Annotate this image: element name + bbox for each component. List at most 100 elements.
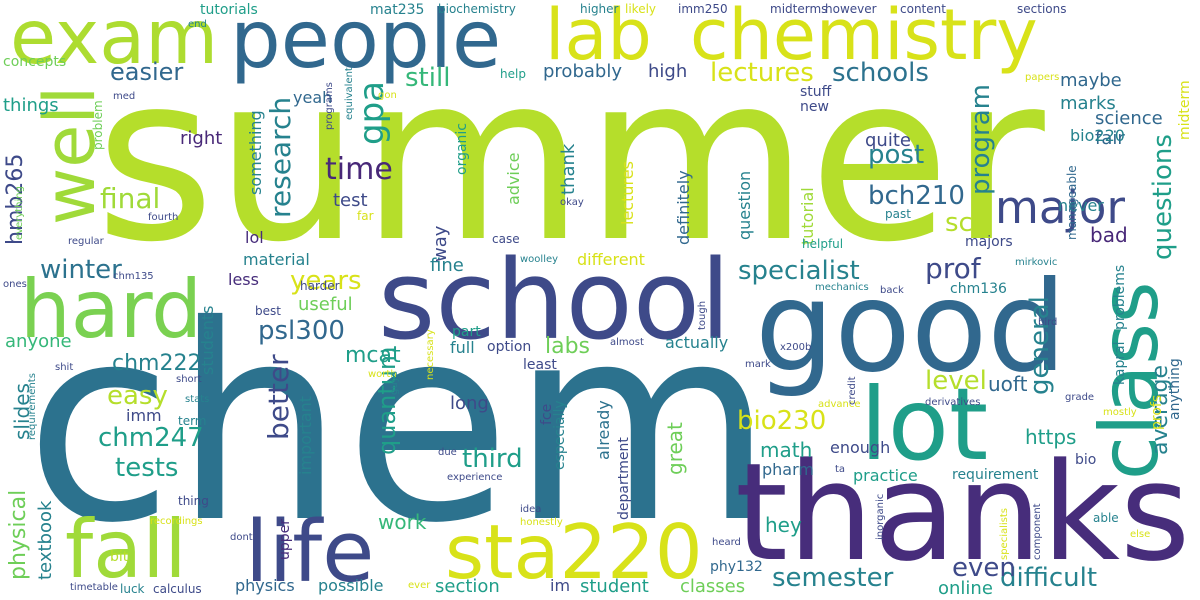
word-mechanics: mechanics [815,282,869,293]
word-better: better [262,354,295,440]
word-high: high [648,61,688,82]
word-online: online [938,578,993,599]
word-less: less [228,270,259,289]
word-chm247: chm247 [98,423,204,453]
word-long: long [450,393,489,414]
word-requirement: requirement [952,467,1039,483]
word-concepts: concepts [3,54,67,70]
word-marks: marks [1060,93,1116,114]
word-life: life [245,503,375,600]
word-specialists: specialists [999,507,1010,560]
word-section: section [435,576,500,597]
word-never: never [1058,196,1104,215]
word-uoft: uoft [988,372,1028,396]
word-questions: questions [1148,134,1178,260]
word-different: different [577,250,645,269]
word-https: https [1025,425,1077,449]
word-exam: exam [10,0,219,81]
word-timetable: timetable [70,582,118,593]
word-still: still [405,63,451,93]
word-easier: easier [110,58,184,86]
word-physics: physics [235,576,295,595]
word-past: past [885,207,911,221]
word-major: major [995,181,1125,234]
word-full: full [450,338,475,357]
word-semester: semester [772,563,894,593]
word-fourth: fourth [148,212,179,223]
word-far: far [357,209,374,223]
word-part: part [452,324,481,340]
word-important: important [296,395,315,475]
word-x200b: x200b [780,342,812,353]
word-maybe: maybe [1060,70,1122,91]
word-program: program [966,84,996,195]
word-heard: heard [712,537,741,548]
word-im: im [550,576,571,595]
word-especially: especially [552,400,568,470]
word-component: component [1032,503,1043,560]
word-biochemistry: biochemistry [438,2,516,16]
word-probably: probably [543,61,622,82]
word-able: able [1093,511,1119,525]
word-fine: fine [430,255,464,276]
word-post: post [868,140,925,170]
word-level: level [925,366,987,396]
word-midterms: midterms [770,2,828,16]
word-easy: easy [107,381,168,411]
word-back: back [880,285,904,296]
word-mark: mark [745,359,771,370]
word-chem: chem [25,267,774,582]
word-problem: problem [91,100,105,150]
word-worth: worth [368,369,397,380]
word-likely: likely [625,2,657,16]
word-hey: hey [765,513,802,537]
word-labs: labs [545,334,591,359]
word-idea: idea [520,504,542,515]
word-luck: luck [120,582,145,596]
word-already: already [594,400,613,460]
word-fair: fair [1095,128,1125,149]
word-kapral: kapral [1112,341,1128,385]
word-content: content [900,2,946,16]
word-tests: tests [115,453,179,483]
word-school: school [378,236,731,364]
word-good: good [755,255,1067,400]
word-imm: imm [126,406,162,425]
word-helpful: helpful [802,237,844,251]
word-thing: thing [178,494,209,508]
word-material: material [243,250,310,269]
word-advance: advance [818,399,861,410]
word-honestly: honestly [520,517,563,528]
word-students: students [198,305,217,376]
word-problems: problems [1112,264,1128,330]
word-great: great [663,422,687,475]
word-end: end [188,19,207,30]
word-science: science [1095,108,1163,129]
word-least: least [523,357,557,373]
word-prof: prof [925,252,981,285]
word-third: third [462,444,523,474]
word-useful: useful [298,294,353,315]
word-psl300: psl300 [258,316,345,346]
word-years: years [290,266,362,296]
word-bio220: bio220 [1070,126,1125,145]
word-everything: everything [14,186,25,240]
word-definitely: definitely [674,170,693,245]
word-classes: classes [680,576,746,597]
word-enough: enough [830,438,891,457]
word-grade: grade [1065,392,1095,403]
word-time: time [325,152,393,187]
word-term: term [178,414,207,428]
word-sta220: sta220 [445,508,703,596]
word-quite: quite [865,130,911,151]
word-equivalent: equivalent [344,67,355,120]
word-help: help [500,67,526,81]
word-anything: anything [1167,358,1183,420]
word-dont: dont [230,532,253,543]
word-test: test [333,190,368,211]
word-chm135: chm135 [113,271,154,282]
word-general: general [1025,296,1055,395]
word-however: however [825,2,877,16]
word-experience: experience [447,472,503,483]
word-manageable: manageable [1065,165,1079,240]
